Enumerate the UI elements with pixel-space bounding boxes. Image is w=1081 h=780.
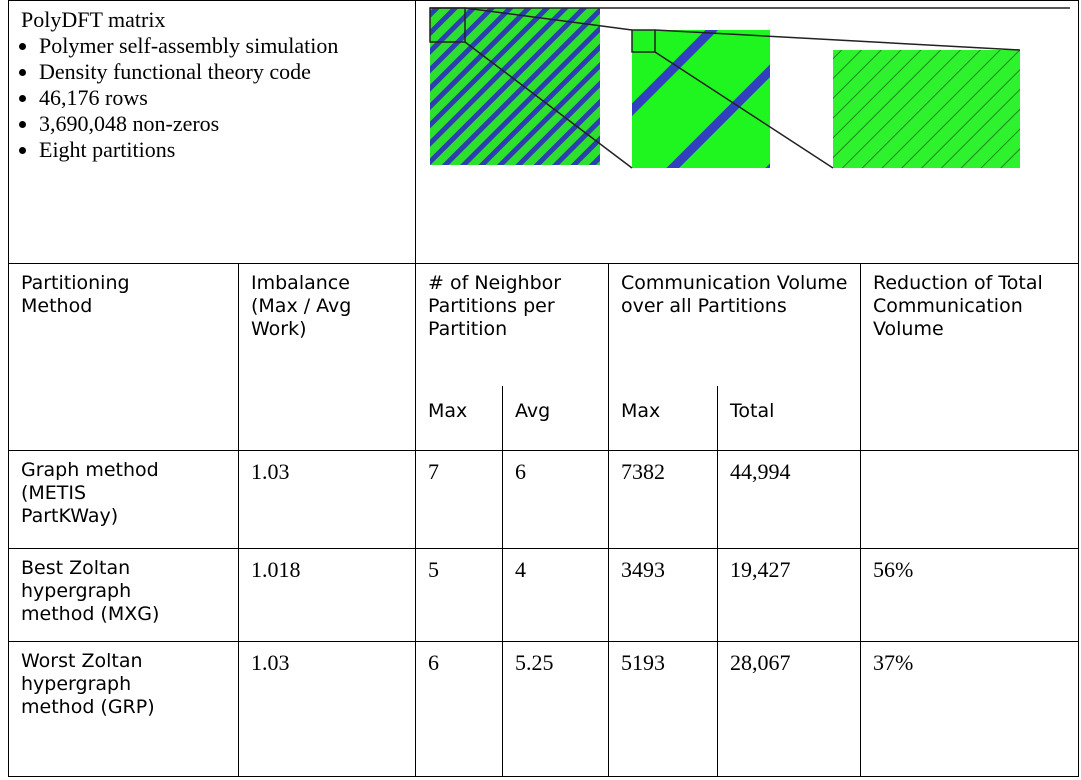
- cell-value: 1.03: [251, 650, 290, 675]
- header-cell: Partitioning Method: [8, 263, 239, 451]
- matrix-cell: PolyDFT matrix Polymer self-assembly sim…: [8, 0, 416, 264]
- matrix-bullets: Polymer self-assembly simulationDensity …: [21, 33, 339, 163]
- matrix-bullet: Density functional theory code: [39, 59, 339, 85]
- table-cell: 1.03: [238, 450, 416, 549]
- table-cell: 3493: [608, 548, 718, 642]
- method-name: Worst Zoltan hypergraph method (GRP): [21, 650, 155, 718]
- table-cell: Best Zoltan hypergraph method (MXG): [8, 548, 239, 642]
- table-row: Best Zoltan hypergraph method (MXG) 1.018…: [8, 548, 1080, 642]
- header-cell: Reduction of Total Communication Volume: [859, 263, 1080, 451]
- subheader-cell: Avg: [502, 385, 609, 451]
- cell-value: 19,427: [730, 557, 791, 582]
- cell-value: 1.018: [251, 557, 301, 582]
- cell-value: 7: [428, 459, 439, 484]
- zoom-lines: [429, 7, 1070, 169]
- table-cell: 6: [415, 641, 503, 777]
- header-reduction: Reduction of Total Communication Volume: [873, 272, 1043, 340]
- subheader-cell: Max: [608, 385, 718, 451]
- matrix-bullet: 3,690,048 non-zeros: [39, 111, 339, 137]
- subheader: Avg: [515, 399, 551, 422]
- header-cell: Imbalance (Max / Avg Work): [238, 263, 416, 451]
- table-cell: 4: [502, 548, 609, 642]
- table-cell: 19,427: [717, 548, 861, 642]
- header-volume: Communication Volume over all Partitions: [621, 272, 848, 317]
- sparsity-figure: [429, 7, 1070, 169]
- subheader: Max: [621, 399, 661, 422]
- subheader: Total: [730, 399, 775, 422]
- table-cell: 6: [502, 450, 609, 549]
- matrix-full: [430, 8, 600, 165]
- table-cell: 37%: [859, 641, 1080, 777]
- matrix-bullet: Polymer self-assembly simulation: [39, 33, 339, 59]
- matrix-title: PolyDFT matrix: [21, 7, 166, 32]
- table-cell: 44,994: [717, 450, 861, 549]
- cell-value: 4: [515, 557, 526, 582]
- table-cell: Graph method (METIS PartKWay): [8, 450, 239, 549]
- table-body: Graph method (METIS PartKWay) 1.03 7 6 7382 4…: [8, 450, 1080, 777]
- table-cell: 7: [415, 450, 503, 549]
- subheader: Max: [428, 399, 468, 422]
- header-method: Partitioning Method: [21, 272, 130, 317]
- cell-value: 56%: [873, 557, 914, 582]
- table-cell: 1.03: [238, 641, 416, 777]
- header-imbalance: Imbalance (Max / Avg Work): [251, 272, 352, 340]
- table-row: Graph method (METIS PartKWay) 1.03 7 6 7382 4…: [8, 450, 1080, 549]
- cell-value: 44,994: [730, 459, 791, 484]
- cell-value: 5193: [621, 650, 665, 675]
- subheader-cell: Max: [415, 385, 503, 451]
- cell-value: 5: [428, 557, 439, 582]
- table-cell: [859, 450, 1080, 549]
- header-cell: # of Neighbor Partitions per Partition: [415, 263, 609, 386]
- table-cell: 1.018: [238, 548, 416, 642]
- header-neighbors: # of Neighbor Partitions per Partition: [428, 272, 562, 340]
- subheader-cell: Total: [717, 385, 861, 451]
- table-cell: 7382: [608, 450, 718, 549]
- matrix-zoom-2: [833, 50, 1020, 168]
- cell-value: 5.25: [515, 650, 554, 675]
- table-cell: 56%: [859, 548, 1080, 642]
- method-name: Graph method (METIS PartKWay): [21, 459, 159, 527]
- cell-value: 3493: [621, 557, 665, 582]
- method-name: Best Zoltan hypergraph method (MXG): [21, 557, 160, 625]
- table-cell: 28,067: [717, 641, 861, 777]
- cell-value: 28,067: [730, 650, 791, 675]
- header-cell: Communication Volume over all Partitions: [608, 263, 861, 386]
- matrix-bullet: 46,176 rows: [39, 85, 339, 111]
- cell-value: 7382: [621, 459, 665, 484]
- matrix-zoom-1: [632, 30, 770, 168]
- table-cell: 5: [415, 548, 503, 642]
- cell-value: 6: [428, 650, 439, 675]
- table-row: Worst Zoltan hypergraph method (GRP) 1.03…: [8, 641, 1080, 777]
- table-cell: 5.25: [502, 641, 609, 777]
- table-cell: Worst Zoltan hypergraph method (GRP): [8, 641, 239, 777]
- table-cell: 5193: [608, 641, 718, 777]
- cell-value: 1.03: [251, 459, 290, 484]
- cell-value: 37%: [873, 650, 914, 675]
- cell-value: 6: [515, 459, 526, 484]
- matrix-bullet: Eight partitions: [39, 137, 339, 163]
